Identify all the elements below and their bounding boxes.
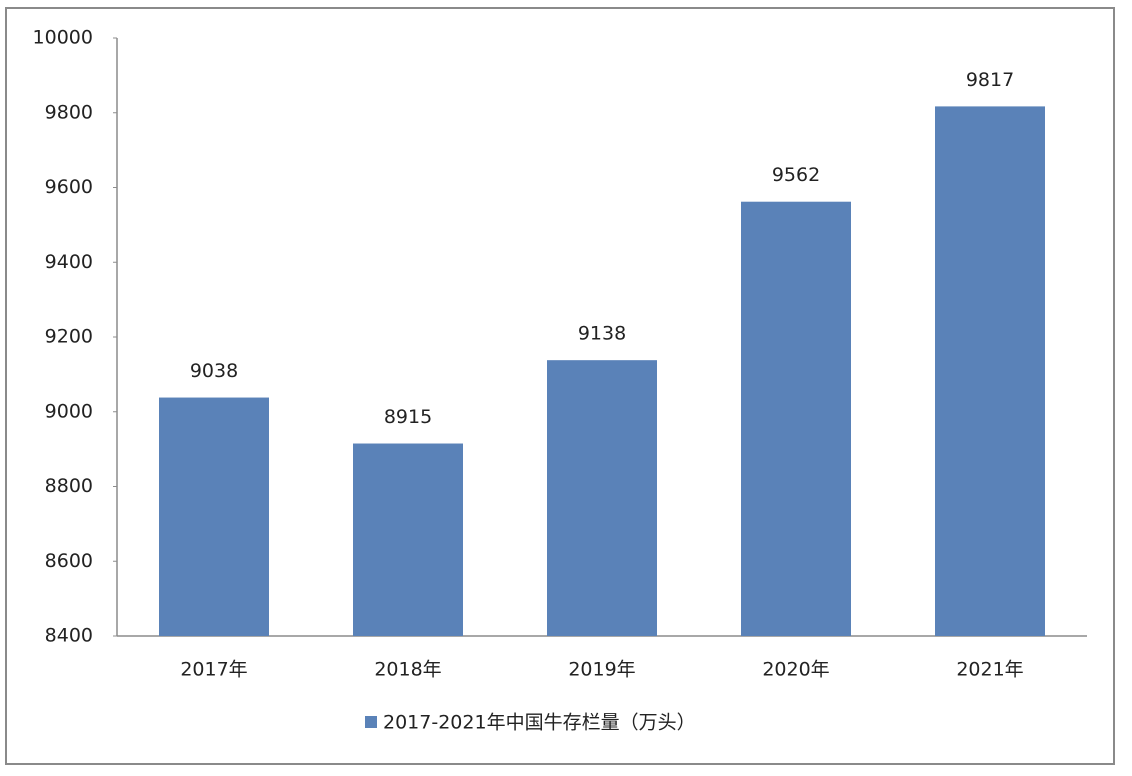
y-tick-label: 9000 (45, 400, 93, 422)
legend-swatch (365, 716, 377, 728)
x-tick-label: 2020年 (762, 659, 829, 681)
y-tick-label: 9800 (45, 101, 93, 123)
bar (159, 397, 269, 636)
data-label: 9562 (772, 164, 820, 186)
data-label: 8915 (384, 406, 432, 428)
x-tick-label: 2018年 (374, 659, 441, 681)
data-label: 9817 (966, 69, 1014, 91)
y-tick-label: 8600 (45, 550, 93, 572)
bar (935, 106, 1045, 637)
legend-label: 2017-2021年中国牛存栏量（万头） (383, 712, 696, 734)
bar (547, 360, 657, 636)
y-tick-label: 9600 (45, 176, 93, 198)
x-tick-label: 2021年 (956, 659, 1023, 681)
y-tick-label: 9200 (45, 326, 93, 348)
x-tick-label: 2019年 (568, 659, 635, 681)
bar (741, 201, 851, 636)
data-label: 9138 (578, 323, 626, 345)
y-tick-label: 9400 (45, 251, 93, 273)
y-tick-label: 8400 (45, 625, 93, 647)
bar (353, 443, 463, 636)
y-tick-label: 10000 (33, 27, 93, 49)
x-tick-label: 2017年 (180, 659, 247, 681)
data-label: 9038 (190, 360, 238, 382)
y-tick-label: 8800 (45, 475, 93, 497)
